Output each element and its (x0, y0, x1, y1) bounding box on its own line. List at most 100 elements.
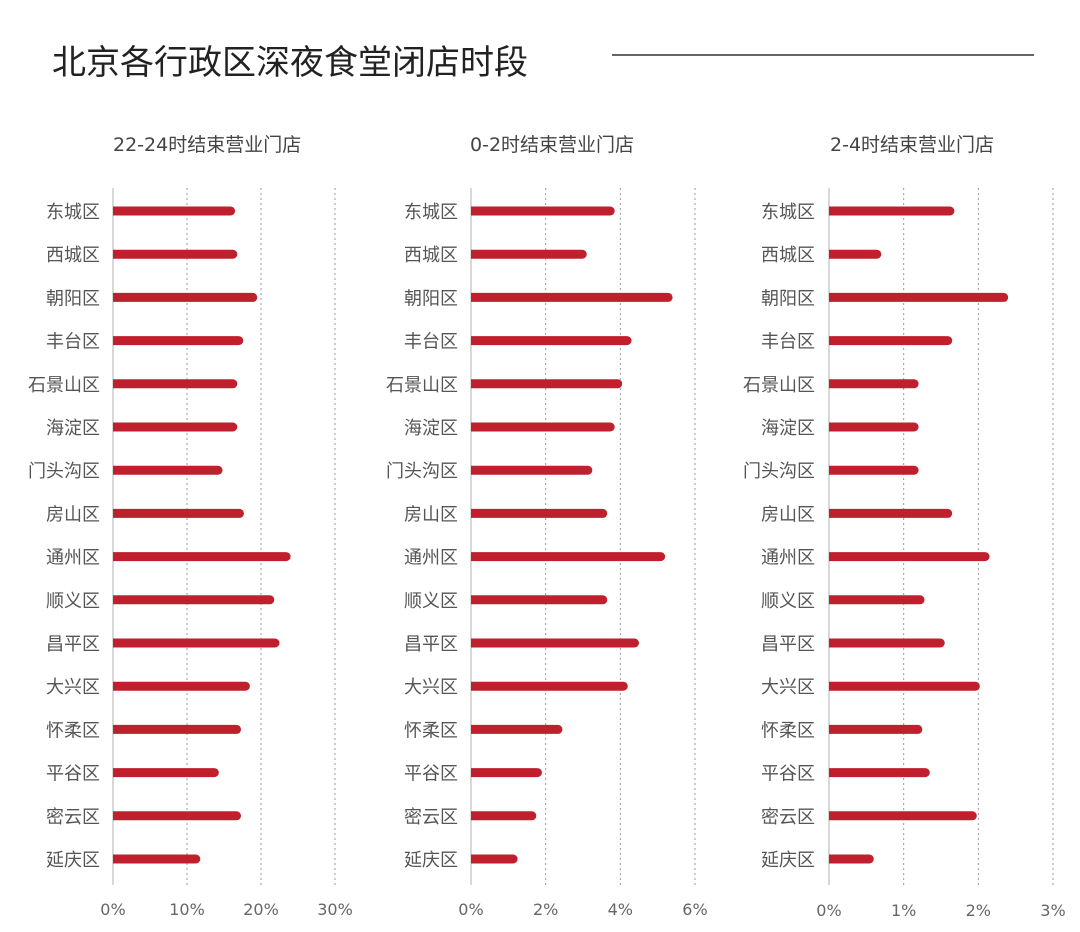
category-label: 西城区 (404, 245, 458, 266)
bar (113, 681, 250, 691)
category-label: 顺义区 (404, 591, 458, 612)
bar (829, 336, 953, 346)
tick-label: 2% (533, 900, 558, 919)
bar (471, 465, 593, 475)
category-label: 海淀区 (761, 418, 815, 439)
panel-title: 22-24时结束营业门店 (113, 134, 301, 156)
bar (113, 724, 242, 734)
category-label: 密云区 (761, 807, 815, 828)
bar (829, 552, 990, 562)
bar (113, 811, 242, 821)
bar (113, 379, 238, 389)
chart-title: 北京各行政区深夜食堂闭店时段 (52, 43, 528, 83)
category-label: 西城区 (761, 245, 815, 266)
category-label: 门头沟区 (28, 461, 100, 482)
bar (113, 595, 275, 605)
category-label: 房山区 (46, 504, 100, 525)
category-label: 平谷区 (46, 764, 100, 785)
category-label: 密云区 (404, 807, 458, 828)
panel-title: 2-4时结束营业门店 (830, 134, 994, 156)
tick-label: 10% (169, 900, 205, 919)
bar (113, 206, 236, 216)
category-label: 昌平区 (761, 634, 815, 655)
category-label: 通州区 (404, 548, 458, 569)
category-label: 丰台区 (761, 332, 815, 353)
bar (113, 508, 244, 518)
bar (113, 768, 219, 778)
bar (829, 508, 953, 518)
category-label: 朝阳区 (761, 288, 815, 309)
bar (829, 206, 955, 216)
category-label: 房山区 (761, 504, 815, 525)
category-label: 石景山区 (28, 375, 100, 396)
bar (471, 206, 615, 216)
tick-label: 2% (966, 901, 991, 920)
category-label: 延庆区 (404, 850, 458, 871)
category-label: 海淀区 (46, 418, 100, 439)
bar (829, 768, 930, 778)
chart-panel-2: 0-2时结束营业门店 0% 2% 4% 6% 东城区西城区朝阳区丰台区石景山区海淀区门头沟… (386, 134, 708, 919)
chart-panels: 22-24时结束营业门店 0% 10% 20% 30% 东城区西城区朝阳区丰台区石景山区海… (28, 134, 1066, 920)
tick-label: 20% (243, 900, 279, 919)
category-label: 丰台区 (404, 332, 458, 353)
chart-panel-3: 2-4时结束营业门店 0% 1% 2% 3% 东城区西城区朝阳区丰台区石景山区海淀区门头沟… (743, 134, 1066, 920)
category-label: 怀柔区 (404, 720, 458, 741)
category-label: 顺义区 (46, 591, 100, 612)
bar (113, 465, 223, 475)
tick-label: 0% (458, 900, 483, 919)
bar (471, 768, 542, 778)
tick-label: 3% (1040, 901, 1065, 920)
bar (829, 724, 923, 734)
tick-label: 6% (682, 900, 707, 919)
bar (829, 422, 919, 432)
category-label: 东城区 (46, 202, 100, 223)
bar (113, 854, 201, 864)
category-label: 通州区 (46, 548, 100, 569)
category-label: 房山区 (404, 504, 458, 525)
bar (829, 638, 945, 648)
category-label: 西城区 (46, 245, 100, 266)
bar (471, 422, 615, 432)
category-label: 石景山区 (743, 375, 815, 396)
category-label: 石景山区 (386, 375, 458, 396)
category-label: 延庆区 (46, 850, 100, 871)
bar (829, 465, 919, 475)
bar (829, 379, 919, 389)
category-label: 海淀区 (404, 418, 458, 439)
category-label: 朝阳区 (404, 288, 458, 309)
chart-panel-1: 22-24时结束营业门店 0% 10% 20% 30% 东城区西城区朝阳区丰台区石景山区海… (28, 134, 353, 919)
category-label: 门头沟区 (386, 461, 458, 482)
bar (471, 811, 537, 821)
bar (471, 638, 639, 648)
tick-label: 0% (100, 900, 125, 919)
category-label: 怀柔区 (46, 720, 100, 741)
category-label: 密云区 (46, 807, 100, 828)
category-label: 怀柔区 (761, 720, 815, 741)
panel-title: 0-2时结束营业门店 (470, 134, 634, 156)
category-label: 平谷区 (404, 764, 458, 785)
tick-label: 4% (608, 900, 633, 919)
bar (113, 292, 258, 302)
category-label: 大兴区 (404, 677, 458, 698)
bar (471, 854, 518, 864)
bar (829, 292, 1009, 302)
bar (471, 595, 608, 605)
bar (829, 249, 882, 259)
category-label: 通州区 (761, 548, 815, 569)
bar (471, 552, 666, 562)
bar (471, 681, 628, 691)
bar (829, 681, 980, 691)
bar (471, 249, 587, 259)
bar (471, 724, 563, 734)
category-label: 平谷区 (761, 764, 815, 785)
bar (113, 336, 244, 346)
bar (113, 249, 238, 259)
category-label: 东城区 (404, 202, 458, 223)
bar (471, 292, 673, 302)
category-label: 朝阳区 (46, 288, 100, 309)
bar (471, 508, 608, 518)
tick-label: 0% (816, 901, 841, 920)
tick-label: 1% (891, 901, 916, 920)
category-label: 昌平区 (46, 634, 100, 655)
